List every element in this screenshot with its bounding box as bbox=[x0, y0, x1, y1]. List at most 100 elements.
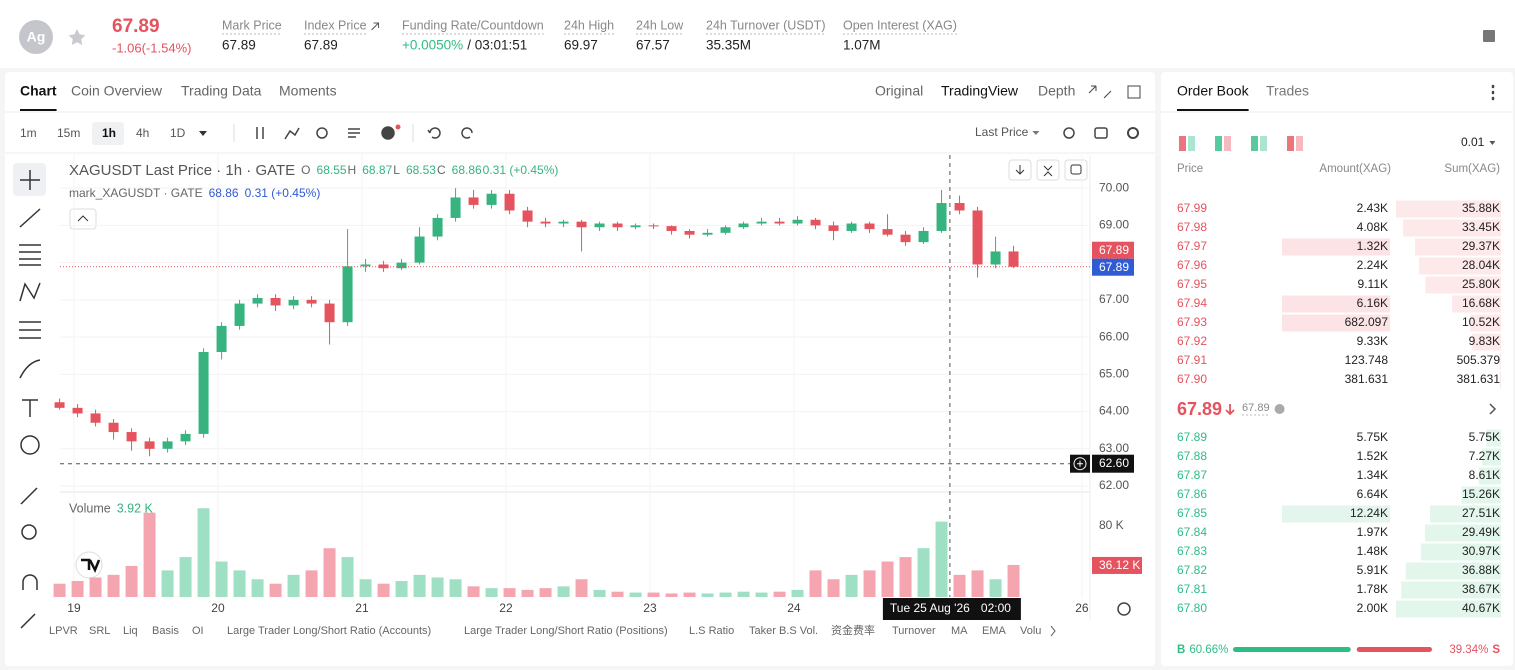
external-link-icon[interactable] bbox=[371, 22, 380, 31]
indicator-tab[interactable]: Volu bbox=[1020, 625, 1041, 637]
depth-bar bbox=[1429, 505, 1501, 523]
chart-tab[interactable]: Chart bbox=[20, 83, 57, 99]
collapse-button[interactable] bbox=[69, 208, 97, 230]
chart-tab[interactable]: Coin Overview bbox=[71, 83, 163, 99]
indicator-tab[interactable]: Large Trader Long/Short Ratio (Accounts) bbox=[227, 625, 431, 637]
indicator-tab[interactable]: MA bbox=[951, 625, 968, 637]
indicator-tab[interactable]: 资金费率 bbox=[831, 623, 875, 637]
ob-amount: 2.00K bbox=[1357, 601, 1388, 615]
y-tick-label: 70.00 bbox=[1099, 180, 1129, 194]
indicator-tab[interactable]: OI bbox=[192, 625, 204, 637]
menu-icon[interactable] bbox=[1483, 30, 1495, 42]
ob-price: 67.97 bbox=[1177, 239, 1207, 253]
tool-pattern[interactable] bbox=[19, 282, 41, 302]
candle-body bbox=[720, 227, 731, 233]
tool-text[interactable] bbox=[22, 399, 38, 417]
tool-emoji[interactable] bbox=[20, 435, 40, 455]
orderbook-tab[interactable]: Trades bbox=[1266, 83, 1309, 99]
favorite-star[interactable] bbox=[68, 29, 86, 45]
tool-projection[interactable] bbox=[19, 321, 41, 339]
tool-pencil[interactable] bbox=[20, 613, 36, 629]
tool-crosshair[interactable] bbox=[20, 170, 40, 190]
ob-price: 67.83 bbox=[1177, 544, 1207, 558]
ob-amount: 1.34K bbox=[1357, 468, 1388, 482]
amount-highlight bbox=[1282, 238, 1390, 256]
indicator-tab[interactable]: LPVR bbox=[49, 625, 78, 637]
undo-icon[interactable] bbox=[427, 127, 441, 139]
view-mode-icon[interactable] bbox=[1287, 136, 1294, 151]
view-mode-icon[interactable] bbox=[1179, 136, 1186, 151]
candle-body bbox=[504, 193, 515, 211]
volume-bar bbox=[269, 583, 282, 597]
ob-price: 67.94 bbox=[1177, 296, 1207, 310]
interval[interactable]: 1D bbox=[170, 126, 186, 140]
precision[interactable]: 0.01 bbox=[1461, 135, 1485, 149]
gear-icon[interactable] bbox=[1127, 127, 1139, 139]
mark-legend-change: 0.31 (+0.45%) bbox=[245, 186, 321, 200]
tool-line[interactable] bbox=[19, 208, 41, 228]
indicator-tab[interactable]: EMA bbox=[982, 625, 1007, 637]
candle-body bbox=[450, 197, 461, 218]
tool-brush[interactable] bbox=[19, 359, 41, 379]
tool-zoom[interactable] bbox=[21, 524, 37, 540]
indicator-tab[interactable]: Large Trader Long/Short Ratio (Positions… bbox=[464, 625, 668, 637]
replay-icon[interactable] bbox=[316, 127, 328, 139]
candle-body bbox=[378, 264, 389, 269]
interval[interactable]: 1h bbox=[102, 126, 116, 140]
fullscreen-icon[interactable] bbox=[1088, 85, 1112, 99]
view-tab[interactable]: Original bbox=[875, 83, 923, 99]
volume-bar bbox=[521, 589, 534, 597]
chart-tab[interactable]: Moments bbox=[279, 83, 337, 99]
tool-fib[interactable] bbox=[19, 244, 41, 266]
orderbook-tab[interactable]: Order Book bbox=[1177, 83, 1250, 99]
add-icon[interactable] bbox=[381, 126, 395, 140]
candle-body bbox=[324, 303, 335, 323]
mid-mark: 67.89 bbox=[1242, 402, 1270, 414]
price-type[interactable]: Last Price bbox=[975, 125, 1029, 139]
crosshair-add[interactable] bbox=[1073, 457, 1087, 471]
chart-btn[interactable] bbox=[1064, 159, 1088, 181]
view-mode-icon[interactable] bbox=[1251, 136, 1258, 151]
chart-tab[interactable]: Trading Data bbox=[181, 83, 262, 99]
indicator-tab[interactable]: Taker B.S Vol. bbox=[749, 625, 818, 637]
tool-magnet[interactable] bbox=[22, 574, 38, 590]
mid-chevron[interactable] bbox=[1489, 403, 1497, 415]
candle-type-icon[interactable] bbox=[256, 127, 264, 139]
view-tab[interactable]: Depth bbox=[1038, 83, 1075, 99]
indicator-next[interactable] bbox=[1050, 625, 1056, 637]
legend-key: L bbox=[393, 163, 400, 177]
camera-icon[interactable] bbox=[1094, 127, 1108, 139]
candle-body bbox=[900, 234, 911, 243]
interval[interactable]: 15m bbox=[57, 126, 80, 140]
candle-body bbox=[612, 223, 623, 228]
interval[interactable]: 1m bbox=[20, 126, 37, 140]
view-tab[interactable]: TradingView bbox=[941, 83, 1019, 99]
view-mode-icon[interactable] bbox=[1224, 136, 1231, 151]
legend-key: C bbox=[437, 163, 446, 177]
candle-body bbox=[126, 432, 137, 442]
interval[interactable]: 4h bbox=[136, 126, 149, 140]
ob-sum: 8.61K bbox=[1469, 468, 1500, 482]
search-icon[interactable] bbox=[1063, 127, 1075, 139]
volume-bar bbox=[449, 579, 462, 597]
indicator-icon[interactable] bbox=[284, 127, 300, 140]
indicator-tab[interactable]: Turnover bbox=[892, 625, 936, 637]
crosshair-time: 02:00 bbox=[981, 601, 1011, 615]
indicator-tab[interactable]: SRL bbox=[89, 625, 110, 637]
view-mode-icon[interactable] bbox=[1188, 136, 1195, 151]
view-mode-icon[interactable] bbox=[1260, 136, 1267, 151]
indicator-tab[interactable]: L.S Ratio bbox=[689, 625, 734, 637]
template-icon[interactable] bbox=[348, 128, 360, 138]
window-icon[interactable] bbox=[1127, 85, 1141, 99]
indicator-tab[interactable]: Basis bbox=[152, 625, 179, 637]
volume-bar bbox=[89, 577, 102, 597]
ob-amount: 9.11K bbox=[1358, 277, 1388, 291]
candle-body bbox=[288, 299, 299, 306]
tool-ruler[interactable] bbox=[20, 487, 38, 505]
view-mode-icon[interactable] bbox=[1296, 136, 1303, 151]
view-mode-icon[interactable] bbox=[1215, 136, 1222, 151]
settings-icon[interactable] bbox=[1117, 602, 1131, 616]
indicator-tab[interactable]: Liq bbox=[123, 625, 138, 637]
redo-icon[interactable] bbox=[461, 127, 473, 139]
candle-body bbox=[594, 223, 605, 228]
